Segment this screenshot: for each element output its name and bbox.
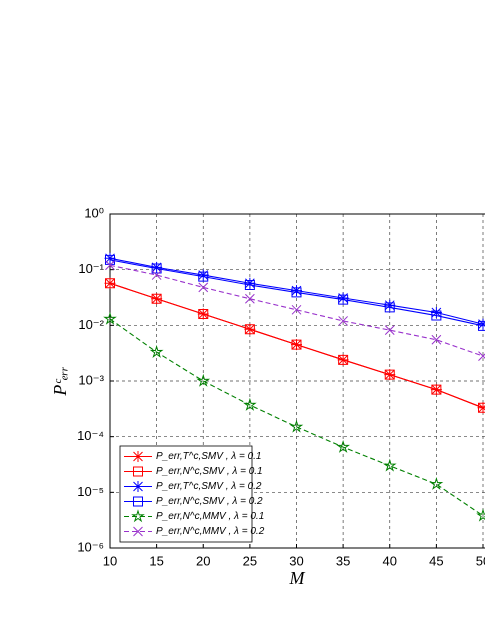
x-axis-label: M [289,568,306,588]
marker [338,354,349,365]
legend-label: P_err,T^c,SMV , λ = 0.1 [156,451,261,462]
marker [338,316,348,326]
marker [476,508,485,522]
marker [104,277,116,289]
marker [431,384,442,395]
x-tick-label: 25 [243,553,257,568]
x-tick-label: 50 [476,553,485,568]
marker [151,293,162,304]
marker [429,476,444,490]
x-tick-label: 10 [103,553,117,568]
y-tick-label: 10⁻² [78,317,104,332]
legend-label: P_err,T^c,SMV , λ = 0.2 [156,481,262,492]
marker [338,294,349,305]
y-tick-label: 10⁻⁵ [77,484,104,499]
marker [151,263,162,274]
marker [103,311,117,325]
marker [431,334,442,345]
marker [198,271,209,282]
legend: P_err,T^c,SMV , λ = 0.1 P_err,N^c,SMV , λ… [119,445,265,543]
marker [244,324,255,335]
legend-label: P_err,N^c,SMV , λ = 0.1 [156,466,263,477]
legend-box [119,445,253,543]
marker [384,299,396,311]
y-tick-label: 10⁻⁴ [77,428,104,443]
marker [291,287,302,298]
marker [478,351,485,361]
y-tick-label: 10⁻⁶ [77,539,104,554]
marker [384,302,395,313]
marker [477,318,485,330]
marker [196,373,211,387]
legend-marker [133,526,143,537]
legend-marker [132,451,144,462]
marker [243,397,257,411]
legend-label: P_err,N^c,MMV , λ = 0.1 [156,511,264,522]
marker [291,285,302,297]
series-line [109,282,484,409]
marker [104,252,116,264]
x-tick-label: 40 [383,553,397,568]
marker [289,419,304,433]
y-tick-label: 10⁻¹ [78,261,104,276]
legend-marker [133,496,143,507]
marker [197,269,209,281]
y-tick-label: 10⁻³ [78,372,104,387]
legend-label: P_err,N^c,MMV , λ = 0.2 [156,526,265,537]
legend-marker [133,466,143,477]
marker [244,277,256,289]
marker [245,293,255,304]
marker [151,261,163,273]
x-tick-label: 45 [429,553,443,568]
marker [105,278,115,289]
marker [149,344,164,358]
marker [198,308,209,319]
series-line [109,259,484,327]
marker [431,310,442,321]
legend-marker [132,481,144,492]
legend-label: P_err,N^c,SMV , λ = 0.2 [156,496,263,507]
marker [384,369,395,380]
series-line [109,318,484,517]
y-axis-label: Pᶜₑᵣᵣ [50,366,70,396]
x-tick-label: 20 [196,553,210,568]
marker [430,307,442,319]
legend-marker [131,509,145,523]
marker [337,292,349,304]
marker [382,458,397,472]
marker [384,325,395,335]
x-tick-label: 15 [149,553,163,568]
marker [336,439,350,453]
marker [198,282,209,293]
x-tick-label: 30 [289,553,303,568]
marker [291,304,302,315]
plot-frame [109,213,485,549]
marker [151,270,162,280]
marker [477,402,485,414]
x-tick-label: 35 [336,553,350,568]
marker [291,339,302,350]
marker [244,280,255,291]
y-tick-label: 10⁰ [84,205,104,220]
marker [105,260,115,271]
